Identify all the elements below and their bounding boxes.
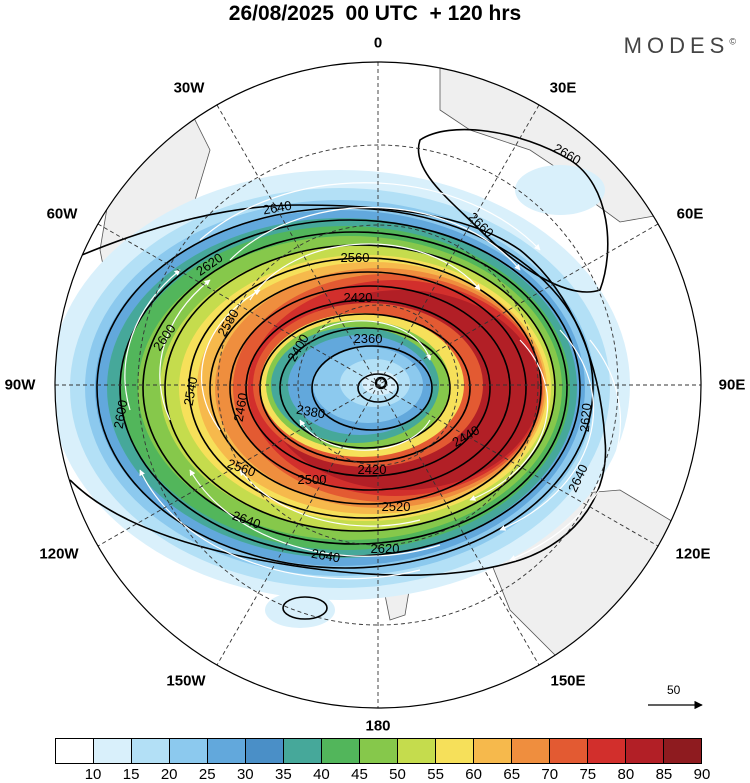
colorbar-cell — [626, 739, 664, 763]
colorbar-cell — [512, 739, 550, 763]
lon-label-30w: 30W — [173, 79, 205, 97]
colorbar-label: 70 — [541, 766, 559, 783]
contour-label: 2600 — [111, 399, 131, 430]
colorbar-cell — [398, 739, 436, 763]
contour-label: 2500 — [298, 472, 327, 487]
lon-label-90w: 90W — [4, 376, 36, 394]
colorbar-cell — [170, 739, 208, 763]
colorbar-label: 60 — [465, 766, 482, 783]
lon-label-30e: 30E — [549, 79, 577, 97]
colorbar-label: 15 — [122, 766, 140, 783]
lon-label-150w: 150W — [166, 672, 206, 690]
colorbar-label: 50 — [389, 766, 406, 783]
colorbar-label: 55 — [427, 766, 444, 783]
colorbar-cell — [360, 739, 398, 763]
colorbar-cell — [132, 739, 170, 763]
lon-label-150e: 150E — [550, 672, 586, 690]
lon-label-60e: 60E — [676, 205, 704, 223]
lon-label-60w: 60W — [46, 205, 78, 223]
colorbar-label: 80 — [617, 766, 635, 783]
colorbar-label: 20 — [160, 766, 178, 783]
colorbar-cell — [208, 739, 246, 763]
contour-label: 2360 — [354, 331, 383, 346]
contour-label: 2640 — [262, 198, 293, 218]
contour-label: 2380 — [295, 402, 326, 422]
lon-label-120e: 120E — [675, 545, 711, 563]
contour-label: 2640 — [310, 546, 341, 566]
contour-label: 2420 — [344, 290, 373, 305]
colorbar-label: 45 — [351, 766, 368, 783]
colorbar-label: 85 — [655, 766, 673, 783]
chart-title: 26/08/2025 00 UTC + 120 hrs — [228, 2, 522, 25]
colorbar-label: 75 — [579, 766, 597, 783]
colorbar-cell — [322, 739, 360, 763]
colorbar-cell — [588, 739, 626, 763]
lon-label-120w: 120W — [39, 545, 79, 563]
colorbar-label: 25 — [198, 766, 216, 783]
colorbar-label: 30 — [236, 766, 254, 783]
lon-label-90e: 90E — [718, 376, 746, 394]
colorbar-cell — [664, 739, 701, 763]
map-boundary — [54, 61, 702, 709]
contour-label: 2420 — [358, 462, 387, 477]
brand-logo: MODES© — [624, 33, 736, 59]
colorbar-cell — [550, 739, 588, 763]
colorbar-cell — [246, 739, 284, 763]
contour-label: 2620 — [371, 541, 400, 556]
colorbar-cell — [94, 739, 132, 763]
colorbar-cell — [474, 739, 512, 763]
colorbar-cell — [436, 739, 474, 763]
graticule — [55, 62, 701, 708]
brand-mark: © — [729, 36, 736, 47]
colorbar-label: 40 — [313, 766, 330, 783]
contour-label: 2620 — [577, 403, 594, 433]
brand-text: MODES — [623, 33, 730, 58]
colorbar-cell — [56, 739, 94, 763]
colorbar-label: 10 — [84, 766, 102, 783]
colorbar-label: 35 — [275, 766, 292, 783]
vector-reference-label: 50 — [667, 683, 681, 697]
colorbar — [55, 738, 702, 764]
wind-streamlines — [124, 182, 622, 580]
colorbar-label: 90 — [693, 766, 711, 783]
lon-label-0: 0 — [373, 34, 383, 52]
contour-label: 2520 — [382, 499, 411, 514]
contour-label: 2540 — [181, 376, 201, 407]
colorbar-cell — [284, 739, 322, 763]
colorbar-label: 65 — [503, 766, 521, 783]
contour-label: 2460 — [231, 392, 251, 423]
lon-label-180: 180 — [365, 717, 391, 735]
contour-label: 2560 — [341, 250, 370, 265]
